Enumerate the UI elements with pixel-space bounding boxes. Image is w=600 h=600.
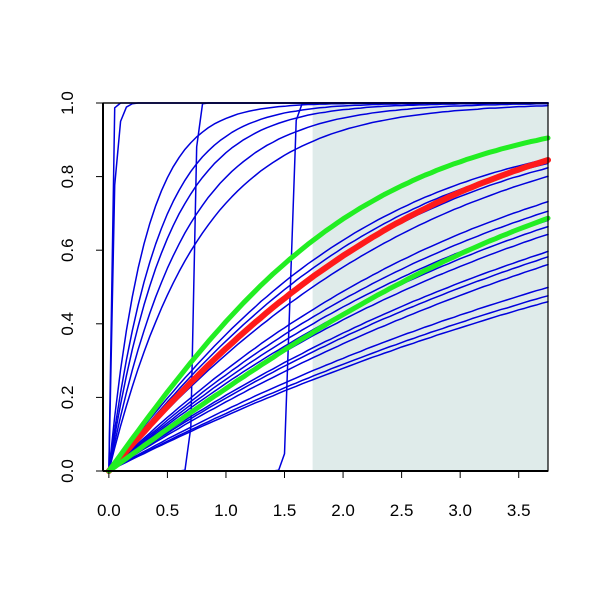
series-line-red-24 (105, 157, 551, 474)
series-line-blue-13 (108, 200, 549, 472)
x-tick-label: 2.5 (390, 501, 414, 520)
series-line-blue-22 (108, 295, 549, 472)
x-tick-label: 3.5 (507, 501, 531, 520)
series-line-blue-9 (108, 158, 549, 472)
x-tick-label: 0.5 (156, 501, 180, 520)
y-tick-label: 0.0 (58, 459, 77, 483)
x-tick-label: 3.0 (448, 501, 472, 520)
y-tick-label: 0.8 (58, 165, 77, 189)
series-line-blue-6 (108, 104, 549, 472)
series-line-blue-23 (108, 300, 549, 472)
y-tick-label: 0.2 (58, 386, 77, 410)
series-line-blue-19 (108, 256, 549, 472)
series-line-blue-18 (108, 250, 549, 472)
series-line-blue-5 (108, 102, 549, 472)
shaded-region (312, 103, 548, 471)
series-line-blue-14 (108, 210, 549, 472)
y-tick-label: 1.0 (58, 91, 77, 115)
y-tick-label: 0.4 (58, 312, 77, 336)
y-tick-label: 0.6 (58, 238, 77, 262)
series-line-green-26 (106, 215, 551, 474)
x-tick-label: 0.0 (97, 501, 121, 520)
series-line-green-25 (106, 135, 551, 474)
x-tick-label: 1.5 (273, 501, 297, 520)
x-tick-label: 1.0 (214, 501, 238, 520)
series-line-blue-20 (108, 263, 549, 472)
x-tick-label: 2.0 (331, 501, 355, 520)
series-line-blue-21 (108, 286, 549, 472)
